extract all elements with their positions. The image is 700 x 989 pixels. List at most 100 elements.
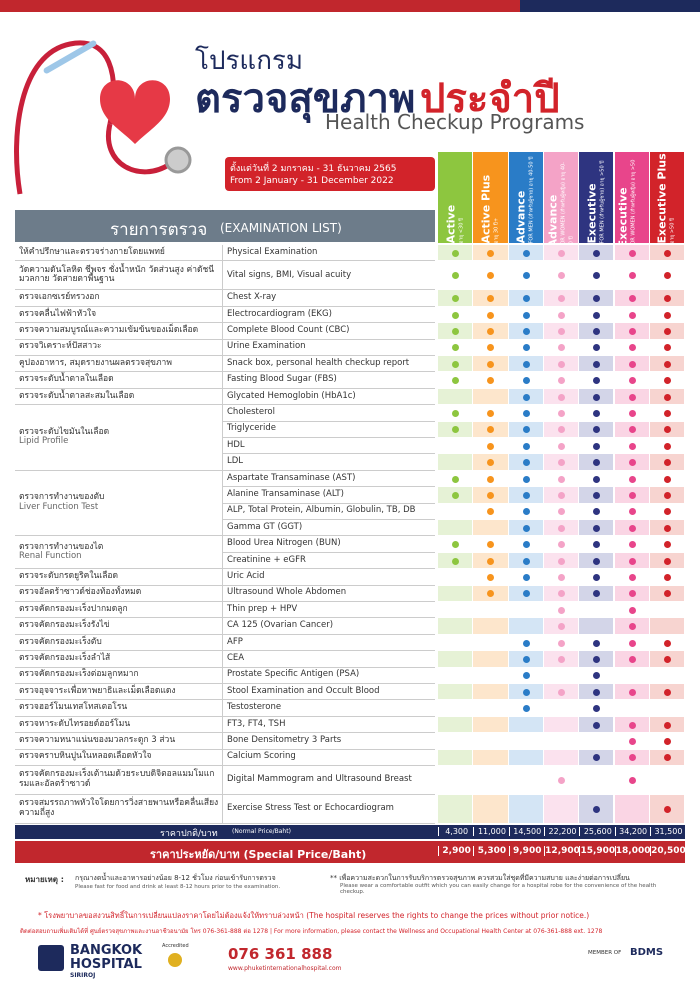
- english-cell: Ultrasound Whole Abdomen: [222, 585, 435, 602]
- program-cell: [438, 388, 473, 405]
- inclusion-dot: [558, 459, 566, 467]
- inclusion-dot: [663, 524, 671, 532]
- english-cell: Complete Blood Count (CBC): [222, 323, 435, 340]
- inclusion-dot: [593, 508, 601, 516]
- disclaimer: * โรงพยาบาลขอสงวนสิทธิ์ในการเปลี่ยนแปลงร…: [38, 911, 590, 920]
- inclusion-dot: [663, 688, 671, 696]
- top-bar-red: [0, 0, 520, 12]
- thai-cell: ตรวจคัดกรองมะเร็งปากมดลูก: [15, 602, 222, 619]
- normal-price: 31,500: [649, 827, 686, 836]
- thai-cell: ตรวจคัดกรองมะเร็งต่อมลูกหมาก: [15, 668, 222, 684]
- program-name: Advance: [514, 190, 528, 244]
- program-cell: [579, 618, 614, 634]
- english-cell: CEA: [222, 651, 435, 668]
- program-name: Active Plus: [479, 174, 493, 244]
- thai-cell: ตรวจคัดกรองมะเร็งตับ: [15, 635, 222, 652]
- thai-cell: ตรวจวิเคราะห์ปัสสาวะ: [15, 340, 222, 356]
- program-sub: FOR WOMEN (สำหรับผู้หญิง) อายุ >50 ปี: [630, 159, 645, 248]
- program-header: [508, 152, 543, 243]
- english-cell: Uric Acid: [222, 569, 435, 586]
- program-cell: [473, 684, 508, 700]
- program-cell: [543, 700, 579, 716]
- inclusion-dot: [663, 344, 671, 352]
- date-en: From 2 January - 31 December 2022: [230, 176, 394, 186]
- inclusion-dot: [522, 311, 530, 319]
- inclusion-dot: [593, 272, 601, 280]
- program-cell: [438, 651, 473, 667]
- inclusion-dot: [558, 272, 566, 280]
- thai-cell: ตรวจคัดกรองมะเร็งเต้านมด้วยระบบดิจิตอลแม…: [15, 766, 222, 795]
- english-cell: Prostate Specific Antigen (PSA): [222, 667, 435, 684]
- program-label: Executive FOR MEN (สำหรับผู้ชาย) อายุ >50…: [585, 156, 606, 244]
- inclusion-dot: [663, 311, 671, 319]
- inclusion-dot: [522, 442, 530, 450]
- program-cell: [579, 766, 614, 794]
- normal-price-bg: [15, 825, 685, 839]
- program-cell: [473, 634, 508, 651]
- inclusion-dot: [663, 360, 671, 368]
- accredited: Accredited: [162, 943, 189, 949]
- inclusion-dot: [522, 272, 530, 280]
- program-cell: [473, 795, 508, 823]
- thai-cell: ตรวจระดับน้ำตาลในเลือด: [15, 372, 222, 389]
- inclusion-dot: [522, 344, 530, 352]
- normal-label-th: ราคาปกติ/บาท: [160, 829, 218, 839]
- inclusion-dot: [558, 442, 566, 450]
- english-cell: Glycated Hemoglobin (HbA1c): [222, 388, 435, 406]
- inclusion-dot: [522, 639, 530, 647]
- inclusion-dot: [593, 393, 601, 401]
- inclusion-dot: [593, 590, 601, 598]
- english-cell: Vital signs, BMI, Visual acuity: [222, 261, 435, 291]
- inclusion-dot: [522, 426, 530, 434]
- program-cell: [438, 733, 473, 749]
- inclusion-dot: [628, 508, 636, 516]
- inclusion-dot: [663, 590, 671, 598]
- program-cell: [508, 716, 543, 733]
- special-price: 5,300: [473, 846, 509, 856]
- program-cell: [473, 602, 508, 618]
- note1-en: Please fast for food and drink at least …: [75, 884, 281, 890]
- inclusion-dot: [558, 393, 566, 401]
- phone: 076 361 888: [228, 945, 333, 963]
- inclusion-dot: [593, 295, 601, 303]
- list-heading-bg: [15, 210, 435, 242]
- thai-cell: ตรวจความสมบูรณ์และความเข้มข้นของเม็ดเลือ…: [15, 323, 222, 340]
- inclusion-dot: [522, 541, 530, 549]
- special-price: 2,900: [438, 846, 474, 856]
- program-cell: [473, 651, 508, 667]
- english-cell: Cholesterol: [222, 405, 435, 422]
- inclusion-dot: [593, 754, 601, 762]
- inclusion-dot: [487, 327, 495, 335]
- inclusion-dot: [628, 557, 636, 565]
- thai-cell: ตรวจการทำงานของตับ Liver Function Test: [15, 471, 222, 537]
- inclusion-dot: [558, 623, 566, 631]
- inclusion-dot: [558, 295, 566, 303]
- program-sub: อายุ >50 ปี: [669, 217, 676, 244]
- program-cell: [438, 602, 473, 618]
- group-th: ตรวจระดับไขมันในเลือด: [19, 426, 110, 437]
- program-header: [438, 152, 473, 243]
- inclusion-dot: [522, 409, 530, 417]
- thai-cell: ตรวจเอกซเรย์ทรวงอก: [15, 290, 222, 307]
- program-cell: [543, 795, 579, 823]
- program-label: Advance FOR MEN (สำหรับผู้ชาย) อายุ 40-50…: [515, 156, 536, 244]
- thai-cell: ตรวจคลื่นไฟฟ้าหัวใจ: [15, 307, 222, 324]
- program-cell: [473, 766, 508, 794]
- web: www.phuketinternationalhospital.com: [228, 965, 342, 972]
- thai-cell: ตรวจความหนาแน่นของมวลกระดูก 3 ส่วน: [15, 733, 222, 750]
- program-header: [649, 152, 685, 243]
- english-cell: Electrocardiogram (EKG): [222, 306, 435, 324]
- inclusion-dot: [487, 573, 495, 581]
- inclusion-dot: [558, 491, 566, 499]
- program-cell: [579, 602, 614, 618]
- inclusion-dot: [628, 623, 636, 631]
- program-cell: [438, 585, 473, 601]
- inclusion-dot: [628, 524, 636, 532]
- inclusion-dot: [663, 491, 671, 499]
- inclusion-dot: [628, 541, 636, 549]
- inclusion-dot: [558, 249, 566, 257]
- inclusion-dot: [663, 655, 671, 663]
- inclusion-dot: [522, 360, 530, 368]
- inclusion-dot: [663, 508, 671, 516]
- program-cell: [508, 795, 543, 823]
